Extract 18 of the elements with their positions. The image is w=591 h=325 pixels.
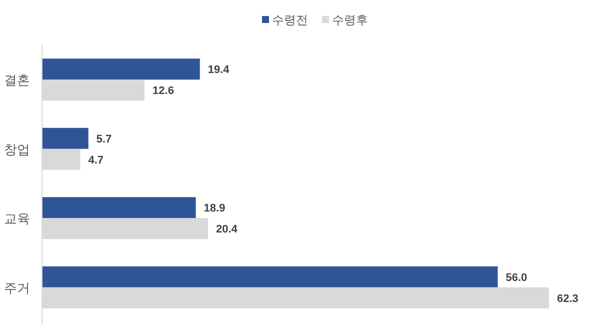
legend-label: 수령후 [332,13,368,27]
data-label: 62.3 [557,292,578,305]
y-tick-label: 교육 [4,211,30,226]
data-label: 19.4 [208,64,230,76]
data-label: 4.7 [88,154,104,166]
y-tick-label: 결혼 [4,72,30,88]
data-label: 18.9 [204,202,226,215]
bar [42,197,196,218]
y-tick-label: 창업 [4,142,30,157]
data-label: 5.7 [96,133,112,146]
legend-label: 수령전 [272,13,308,27]
bar [42,128,88,149]
data-label: 20.4 [216,224,238,236]
bar [42,58,200,80]
bar [42,266,498,288]
data-label: 56.0 [506,272,528,284]
data-label: 12.6 [152,85,174,98]
y-tick-label: 주거 [4,280,30,296]
